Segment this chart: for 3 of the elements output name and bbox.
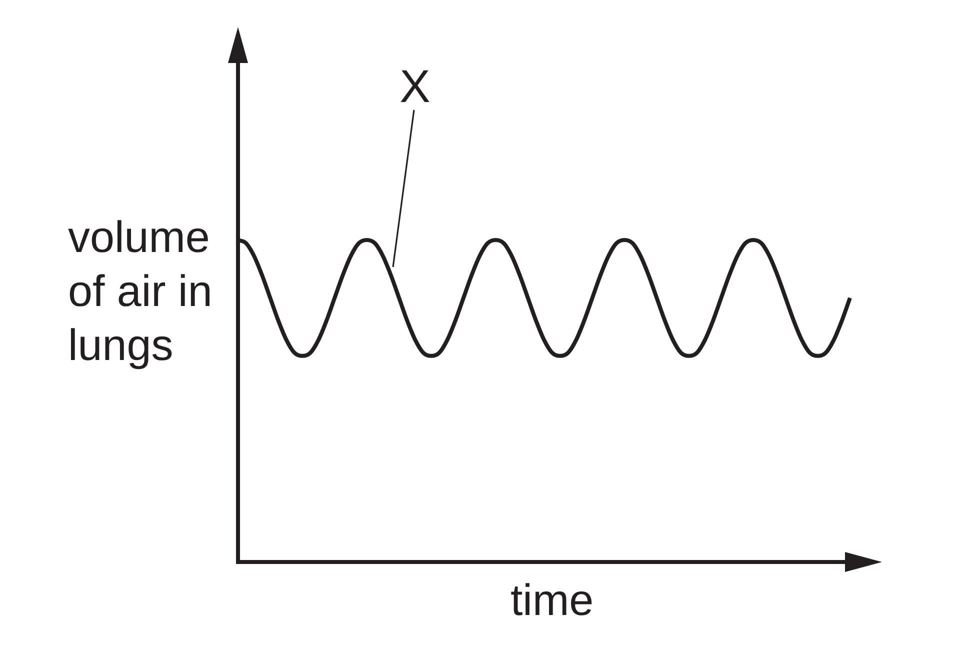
x-axis-title: time	[510, 576, 594, 625]
y-axis-title: volume of air in lungs	[68, 213, 212, 370]
text: X	[400, 60, 430, 112]
